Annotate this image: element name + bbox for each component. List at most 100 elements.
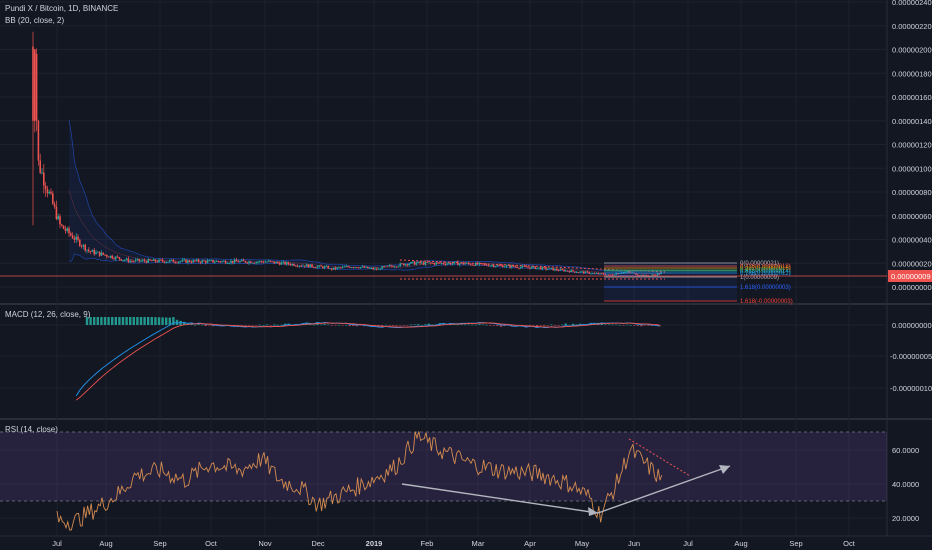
macd-histogram-bar bbox=[118, 317, 121, 325]
candle-body bbox=[388, 265, 391, 267]
candle-body bbox=[377, 268, 380, 270]
macd-histogram-bar bbox=[424, 324, 427, 325]
rsi-legend[interactable]: RSI (14, close) bbox=[5, 425, 58, 434]
candle-body bbox=[421, 262, 423, 264]
candle-body bbox=[250, 261, 252, 264]
macd-histogram-bar bbox=[251, 325, 254, 326]
macd-histogram-bar bbox=[100, 317, 103, 325]
macd-legend[interactable]: MACD (12, 26, close, 9) bbox=[5, 310, 91, 319]
macd-histogram-bar bbox=[492, 325, 495, 326]
candle-body bbox=[205, 260, 207, 263]
macd-histogram-bar bbox=[154, 317, 157, 325]
candle-body bbox=[368, 268, 371, 269]
candle-body bbox=[165, 261, 167, 263]
candle-body bbox=[345, 266, 347, 267]
candle-body bbox=[147, 259, 149, 263]
fib-label: 1.618(0.00000003) bbox=[740, 285, 791, 291]
price-axis[interactable]: 0.00000240 0.00000220 0.00000200 0.00000180… bbox=[892, 0, 932, 292]
macd-histogram-bar bbox=[625, 324, 629, 326]
macd-histogram-bar bbox=[355, 325, 359, 327]
candle-body bbox=[554, 268, 556, 271]
candle-body bbox=[496, 265, 499, 267]
candle-body bbox=[190, 262, 193, 263]
candle-body bbox=[619, 273, 621, 275]
candle-body bbox=[566, 270, 569, 272]
candle-body bbox=[37, 120, 40, 161]
candle-body bbox=[136, 259, 139, 260]
macd-histogram-bar bbox=[276, 324, 279, 326]
candle-body bbox=[289, 264, 292, 266]
time-tick-label: Apr bbox=[524, 539, 536, 548]
candle-body bbox=[343, 266, 346, 268]
macd-histogram-bar bbox=[550, 324, 553, 326]
candle-body bbox=[228, 262, 230, 264]
macd-histogram-bar bbox=[611, 324, 614, 326]
fib-retracement[interactable]: 0(0.00000021)0.236(0.00000018)0.382(0.00… bbox=[604, 261, 793, 305]
candle-body bbox=[390, 265, 392, 267]
candle-body bbox=[620, 273, 623, 274]
candle-body bbox=[82, 244, 85, 247]
candle-body bbox=[336, 267, 338, 269]
candle-body bbox=[372, 267, 374, 270]
macd-histogram-bar bbox=[442, 323, 445, 325]
candle-body bbox=[577, 272, 580, 273]
time-tick-label: Dec bbox=[311, 539, 325, 548]
candle-body bbox=[260, 261, 263, 262]
macd-histogram-bar bbox=[265, 324, 269, 326]
candle-body bbox=[221, 261, 223, 263]
candle-body bbox=[88, 249, 90, 252]
candle-body bbox=[559, 269, 562, 271]
macd-histogram-bar bbox=[114, 317, 117, 325]
candle-body bbox=[484, 264, 486, 265]
candle-body bbox=[160, 259, 162, 261]
candle-body bbox=[635, 272, 637, 275]
candle-body bbox=[629, 272, 632, 273]
macd-histogram-bar bbox=[471, 324, 474, 326]
candle-body bbox=[320, 265, 322, 267]
candle-body bbox=[539, 267, 542, 270]
candle-body bbox=[291, 263, 293, 266]
candle-body bbox=[403, 263, 405, 266]
candle-body bbox=[453, 261, 455, 264]
candle-body bbox=[588, 271, 590, 274]
macd-histogram-bar bbox=[269, 325, 272, 326]
macd-histogram-bar bbox=[391, 325, 395, 326]
candle-body bbox=[541, 267, 544, 270]
candle-body bbox=[75, 236, 77, 240]
candle-body bbox=[111, 255, 113, 259]
candle-body bbox=[329, 268, 331, 270]
candle-body bbox=[50, 191, 52, 194]
candle-body bbox=[601, 273, 603, 274]
macd-histogram-bar bbox=[417, 324, 420, 325]
price-tick-label: 0.00000140 bbox=[892, 117, 932, 126]
macd-tick-label: 0.00000000 bbox=[892, 321, 932, 330]
price-tick-label: 0.00000000 bbox=[892, 283, 932, 292]
candle-body bbox=[331, 268, 333, 270]
candle-body bbox=[379, 268, 382, 270]
candle-body bbox=[583, 271, 585, 274]
macd-histogram-bar bbox=[211, 325, 215, 327]
candle-body bbox=[257, 261, 259, 263]
candle-body bbox=[106, 255, 108, 257]
macd-axis[interactable]: 0.00000000 -0.00000005 -0.00000010 bbox=[890, 321, 932, 393]
candle-body bbox=[296, 265, 299, 267]
candle-body bbox=[314, 267, 317, 269]
main-title[interactable]: Pundi X / Bitcoin, 1D, BINANCE bbox=[5, 4, 118, 13]
candle-body bbox=[394, 266, 396, 268]
candle-body bbox=[149, 259, 151, 261]
candle-body bbox=[370, 267, 373, 269]
macd-histogram-bar bbox=[323, 324, 326, 325]
rsi-axis[interactable]: 60.0000 40.0000 20.0000 bbox=[892, 446, 919, 523]
candle-body bbox=[444, 263, 446, 265]
macd-histogram-bar bbox=[568, 324, 571, 326]
candle-body bbox=[440, 263, 443, 264]
candle-body bbox=[376, 268, 378, 270]
macd-histogram-bar bbox=[481, 324, 485, 326]
time-axis[interactable]: Jul Aug Sep Oct Nov Dec 2019 Feb Mar Apr May Jun Jul… bbox=[52, 539, 856, 548]
candle-body bbox=[91, 250, 94, 252]
bb-legend[interactable]: BB (20, close, 2) bbox=[5, 16, 64, 25]
macd-histogram-bar bbox=[161, 317, 164, 325]
candle-body bbox=[298, 265, 301, 267]
candle-body bbox=[431, 262, 434, 264]
